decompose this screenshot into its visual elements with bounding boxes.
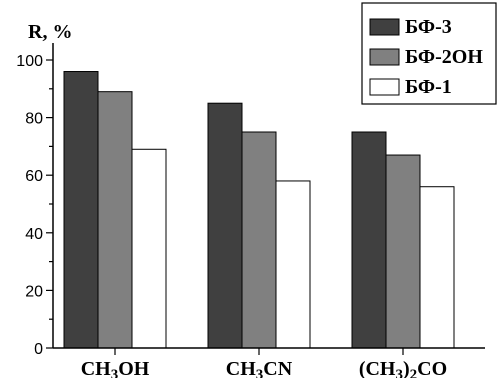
x-categories-group: CH3OH CH3CN (CH3)2CO xyxy=(81,348,447,378)
legend-swatch xyxy=(369,78,400,96)
x-tick-label: CH3CN xyxy=(226,358,293,378)
axes-group xyxy=(52,43,485,349)
bar xyxy=(275,180,311,349)
legend-swatch xyxy=(369,18,400,36)
x-tick-label: (CH3)2CO xyxy=(359,358,447,378)
y-tick-label: 0 xyxy=(34,341,43,358)
legend: БФ-3 БФ-2ОН БФ-1 xyxy=(361,2,497,105)
bar xyxy=(385,154,421,349)
y-ticks-group: 0 20 40 60 80 100 xyxy=(16,53,53,358)
legend-label: БФ-3 xyxy=(405,16,452,38)
bar xyxy=(131,148,167,349)
bar xyxy=(97,91,133,349)
bars-group xyxy=(63,71,455,349)
legend-label: БФ-2ОН xyxy=(405,46,483,68)
y-tick-label: 60 xyxy=(25,168,43,185)
y-tick-label: 20 xyxy=(25,283,43,300)
bar xyxy=(63,71,99,349)
bar xyxy=(351,131,387,349)
y-tick-label: 100 xyxy=(16,53,43,70)
y-axis-label: R, % xyxy=(28,21,72,43)
bar xyxy=(241,131,277,349)
bar xyxy=(207,102,243,349)
y-tick-label: 80 xyxy=(25,111,43,128)
legend-swatch xyxy=(369,48,400,66)
bar xyxy=(419,186,455,349)
y-tick-label: 40 xyxy=(25,226,43,243)
x-tick-label: CH3OH xyxy=(81,358,150,378)
legend-label: БФ-1 xyxy=(405,76,452,98)
